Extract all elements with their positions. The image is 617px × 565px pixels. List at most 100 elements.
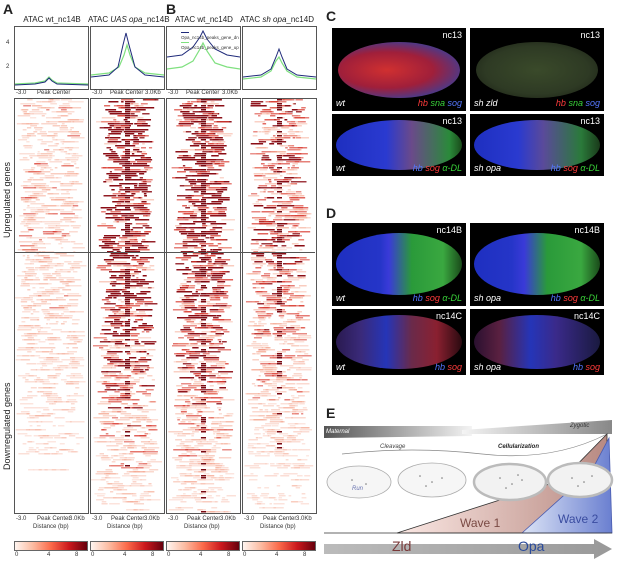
heatmap-stripe <box>176 385 183 387</box>
heatmap-stripe <box>183 169 194 171</box>
heatmap-stripe <box>47 265 58 267</box>
heatmap-stripe <box>20 285 30 287</box>
heatmap-stripe <box>39 391 44 393</box>
heatmap-stripe <box>258 349 266 351</box>
heatmap-peak-mark <box>125 311 130 313</box>
heatmap-stripe <box>109 283 120 285</box>
heatmap-stripe <box>194 131 199 133</box>
heatmap-stripe <box>21 317 29 319</box>
heatmap-stripe <box>132 481 137 483</box>
heatmap-stripe <box>102 415 117 417</box>
heatmap-stripe <box>293 389 298 391</box>
heatmap-stripe <box>186 281 192 283</box>
heatmap-stripe <box>60 115 68 117</box>
heatmap-stripe <box>253 419 268 421</box>
heatmap-stripe <box>294 215 307 217</box>
heatmap-stripe <box>180 409 187 411</box>
heatmap-stripe <box>208 163 212 165</box>
heatmap-stripe <box>43 243 51 245</box>
heatmap-stripe <box>55 321 59 323</box>
heatmap-stripe <box>68 131 80 133</box>
heatmap-stripe <box>138 247 148 249</box>
heatmap-stripe <box>26 127 32 129</box>
heatmap-stripe <box>207 475 215 477</box>
heatmap-peak-mark <box>125 205 130 207</box>
heatmap-stripe <box>24 339 33 341</box>
heatmap-stripe <box>252 447 266 449</box>
stage-label: nc14C <box>573 311 600 321</box>
heatmap-stripe <box>285 383 296 385</box>
heatmap-stripe <box>221 499 229 501</box>
heatmap-stripe <box>23 213 36 215</box>
heatmap-stripe <box>24 263 32 265</box>
heatmap-stripe <box>25 373 30 375</box>
heatmap-stripe <box>254 385 257 387</box>
heatmap-stripe <box>42 293 54 295</box>
heatmap-stripe <box>147 375 153 377</box>
heatmap-peak-mark <box>277 387 282 389</box>
heatmap-stripe <box>264 159 272 161</box>
heatmap-stripe <box>208 335 212 337</box>
heatmap-stripe <box>260 371 275 373</box>
heatmap-stripe <box>48 99 54 101</box>
heatmap-stripe <box>58 121 72 123</box>
colorbar <box>242 541 316 551</box>
heatmap-stripe <box>133 379 140 381</box>
heatmap-stripe <box>195 163 207 165</box>
heatmap-stripe <box>260 265 263 267</box>
heatmap-stripe <box>114 481 120 483</box>
heatmap-stripe <box>219 399 235 401</box>
heatmap-stripe <box>183 395 196 397</box>
heatmap-stripe <box>175 257 192 259</box>
heatmap-stripe <box>213 431 221 433</box>
heatmap-stripe <box>108 157 114 159</box>
heatmap-stripe <box>141 427 145 429</box>
heatmap-stripe <box>21 279 34 281</box>
heatmap-stripe <box>180 421 186 423</box>
heatmap-peak-mark <box>201 319 206 321</box>
heatmap-stripe <box>213 445 217 447</box>
heatmap-stripe <box>106 237 111 239</box>
heatmap-stripe <box>295 487 301 489</box>
heatmap-peak-mark <box>125 217 130 219</box>
heatmap-stripe <box>122 475 138 477</box>
heatmap-stripe <box>295 219 305 221</box>
heatmap-stripe <box>198 449 211 451</box>
heatmap-stripe <box>278 497 283 499</box>
heatmap-stripe <box>251 495 258 497</box>
heatmap-stripe <box>24 147 33 149</box>
heatmap-stripe <box>39 239 43 241</box>
heatmap-stripe <box>60 211 73 213</box>
heatmap-peak-mark <box>201 417 206 419</box>
heatmap-stripe <box>191 189 205 191</box>
heatmap-stripe <box>299 403 305 405</box>
heatmap-peak-mark <box>125 431 130 433</box>
heatmap-stripe <box>120 359 124 361</box>
heatmap-stripe <box>53 377 56 379</box>
heatmap-stripe <box>217 365 225 367</box>
heatmap-stripe <box>69 231 78 233</box>
heatmap-stripe <box>215 263 222 265</box>
heatmap-stripe <box>31 347 34 349</box>
heatmap-stripe <box>206 207 210 209</box>
heatmap-stripe <box>132 477 139 479</box>
heatmap-stripe <box>119 373 123 375</box>
heatmap-stripe <box>39 361 53 363</box>
heatmap-stripe <box>206 303 217 305</box>
heatmap-stripe <box>72 205 79 207</box>
heatmap-stripe <box>67 451 77 453</box>
heatmap-stripe <box>203 451 211 453</box>
heatmap-stripe <box>200 483 215 485</box>
heatmap-stripe <box>297 459 302 461</box>
heatmap-peak-mark <box>125 277 130 279</box>
heatmap-stripe <box>123 497 127 499</box>
heatmap-stripe <box>201 459 215 461</box>
heatmap-peak-mark <box>125 123 130 125</box>
heatmap-stripe <box>133 149 140 151</box>
heatmap-stripe <box>110 247 123 249</box>
heatmap-stripe <box>139 293 147 295</box>
heatmap-stripe <box>193 383 204 385</box>
heatmap-stripe <box>110 323 123 325</box>
heatmap-stripe <box>180 495 194 497</box>
heatmap-stripe <box>288 271 293 273</box>
